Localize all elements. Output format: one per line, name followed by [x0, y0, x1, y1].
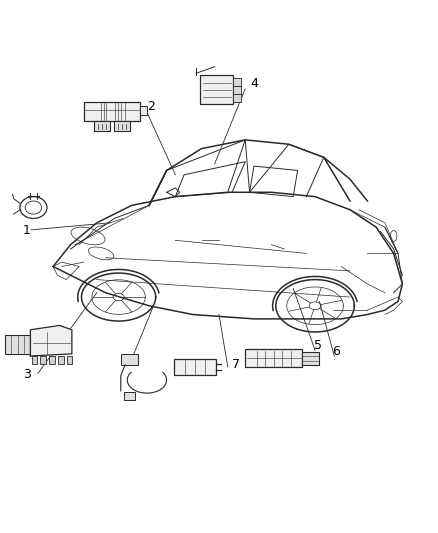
FancyBboxPatch shape	[233, 94, 241, 102]
Text: 2: 2	[147, 100, 155, 113]
Text: 5: 5	[314, 340, 322, 352]
FancyBboxPatch shape	[233, 78, 241, 86]
FancyBboxPatch shape	[201, 76, 233, 104]
Text: 4: 4	[251, 77, 259, 91]
FancyBboxPatch shape	[233, 86, 241, 94]
Text: 7: 7	[232, 358, 240, 371]
FancyBboxPatch shape	[302, 352, 319, 365]
FancyBboxPatch shape	[40, 356, 46, 364]
FancyBboxPatch shape	[121, 354, 138, 365]
FancyBboxPatch shape	[32, 356, 37, 364]
Text: 1: 1	[23, 224, 31, 237]
FancyBboxPatch shape	[245, 350, 302, 367]
FancyBboxPatch shape	[67, 356, 72, 364]
FancyBboxPatch shape	[94, 122, 110, 131]
Polygon shape	[30, 326, 72, 356]
FancyBboxPatch shape	[84, 102, 141, 122]
FancyBboxPatch shape	[49, 356, 55, 364]
Text: 6: 6	[332, 345, 340, 358]
FancyBboxPatch shape	[5, 335, 30, 354]
FancyBboxPatch shape	[58, 356, 64, 364]
FancyBboxPatch shape	[114, 122, 130, 131]
FancyBboxPatch shape	[141, 106, 147, 115]
FancyBboxPatch shape	[124, 392, 135, 400]
FancyBboxPatch shape	[174, 359, 216, 375]
Text: 3: 3	[23, 368, 31, 381]
